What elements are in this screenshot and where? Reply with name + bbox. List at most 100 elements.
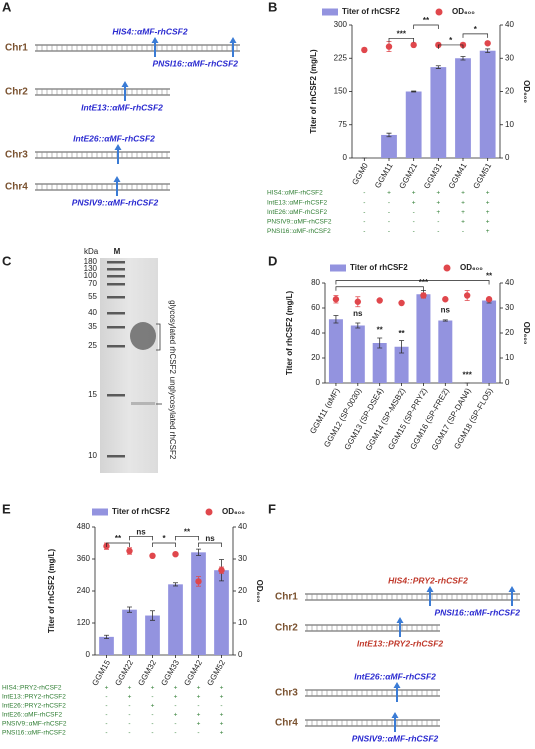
y2-tick-label: 40 — [505, 20, 514, 29]
strain-cell: + — [387, 190, 391, 197]
chromosome-label: Chr2 — [5, 87, 28, 98]
strain-cell: - — [363, 219, 365, 226]
locus-label: PNSI16::αMF-rhCSF2 — [434, 607, 520, 617]
strain-cell: + — [151, 703, 155, 710]
strain-cell: + — [128, 694, 132, 701]
significance: ns — [136, 527, 146, 536]
marker-band — [107, 326, 125, 329]
bar — [191, 552, 206, 655]
legend-label: OD₆₀₀ — [222, 507, 245, 516]
chromosome-label: Chr1 — [275, 592, 298, 603]
strain-cell: - — [105, 703, 107, 710]
error-bar — [196, 576, 201, 587]
x-tick-label: GGM32 — [136, 658, 158, 687]
glyco-band — [130, 322, 156, 350]
strain-cell: + — [220, 721, 224, 728]
significance: ** — [423, 16, 430, 25]
bar — [482, 300, 497, 383]
strain-cell: + — [220, 685, 224, 692]
x-tick-label: GGM14 (SP-MSB2) — [364, 386, 407, 452]
band-label: unglycosylated rhCSF2 — [168, 377, 177, 460]
strain-cell: - — [413, 219, 415, 226]
chromosome-label: Chr3 — [5, 150, 28, 161]
legend-label: OD₆₀₀ — [460, 263, 483, 272]
strain-cell: - — [363, 228, 365, 235]
sig-bracket — [413, 24, 439, 29]
strain-cell: - — [151, 712, 153, 719]
marker-label: 25 — [88, 341, 97, 350]
sig-bracket — [437, 44, 464, 49]
significance: ** — [115, 534, 122, 543]
strain-cell: - — [462, 228, 464, 235]
strain-cell: - — [174, 721, 176, 728]
legend-label: Titer of rhCSF2 — [350, 263, 408, 272]
y-tick-label: 225 — [334, 53, 348, 62]
locus-arrowhead — [391, 712, 399, 718]
bar — [122, 609, 137, 655]
bar — [405, 91, 422, 158]
strain-cell: - — [151, 694, 153, 701]
strain-row-label: HIS4::PRY2-rhCSF2 — [2, 685, 62, 692]
y-tick-label: 40 — [311, 328, 320, 337]
strain-cell: - — [363, 190, 365, 197]
marker-band — [107, 312, 125, 315]
marker-label: 40 — [88, 308, 97, 317]
strain-cell: + — [197, 685, 201, 692]
strain-cell: - — [413, 228, 415, 235]
y-tick-label: 80 — [311, 278, 320, 287]
locus-arrowhead — [426, 586, 434, 592]
x-tick-label: GGM21 — [397, 161, 419, 190]
marker-band — [107, 275, 125, 278]
strain-cell: + — [486, 190, 490, 197]
error-bar — [460, 56, 466, 61]
marker-label: 55 — [88, 292, 97, 301]
y2-tick-label: 40 — [505, 278, 514, 287]
bar — [430, 67, 447, 158]
marker-label: 130 — [84, 264, 98, 273]
y-tick-label: 0 — [86, 650, 91, 659]
y2-tick-label: 0 — [505, 378, 510, 387]
legend-symbol — [322, 8, 338, 16]
locus-arrowhead — [151, 37, 159, 43]
bar — [479, 50, 496, 158]
y-tick-label: 75 — [338, 120, 347, 129]
strain-cell: - — [128, 703, 130, 710]
significance: * — [474, 25, 478, 34]
strain-cell: + — [436, 199, 440, 206]
x-tick-label: GGM52 — [205, 658, 227, 687]
marker-band — [107, 283, 125, 286]
significance: ns — [441, 305, 451, 314]
bar — [394, 346, 409, 383]
locus-label: IntE13::PRY2-rhCSF2 — [357, 638, 444, 648]
error-bar — [333, 315, 339, 324]
strain-cell: + — [220, 694, 224, 701]
strain-cell: + — [197, 721, 201, 728]
y2-tick-label: 40 — [238, 522, 247, 531]
strain-cell: + — [412, 199, 416, 206]
error-bar — [173, 582, 178, 587]
bar — [350, 325, 365, 383]
panel-label: E — [2, 501, 11, 516]
y2-tick-label: 30 — [238, 554, 247, 563]
y2-tick-label: 20 — [505, 87, 514, 96]
unglyco-band — [131, 402, 155, 405]
significance: * — [449, 36, 453, 45]
strain-row-label: HIS4::αMF-rhCSF2 — [267, 190, 323, 197]
sig-bracket — [152, 542, 176, 547]
y-tick-label: 20 — [311, 353, 320, 362]
strain-cell: + — [461, 199, 465, 206]
bar — [214, 570, 229, 655]
bar — [438, 320, 453, 383]
significance: ns — [205, 534, 215, 543]
bar — [99, 636, 114, 655]
strain-cell: - — [388, 199, 390, 206]
strain-row-label: PNSIV9::αMF-rhCSF2 — [267, 219, 332, 226]
significance: ** — [398, 329, 405, 338]
sig-bracket — [198, 542, 222, 547]
marker-label: 35 — [88, 322, 97, 331]
marker-band — [107, 261, 125, 264]
strain-cell: + — [174, 685, 178, 692]
sig-bracket — [106, 542, 130, 547]
y2-axis-title: OD₆₀₀ — [522, 80, 531, 103]
locus-label: PNSI16::αMF-rhCSF2 — [152, 58, 238, 68]
